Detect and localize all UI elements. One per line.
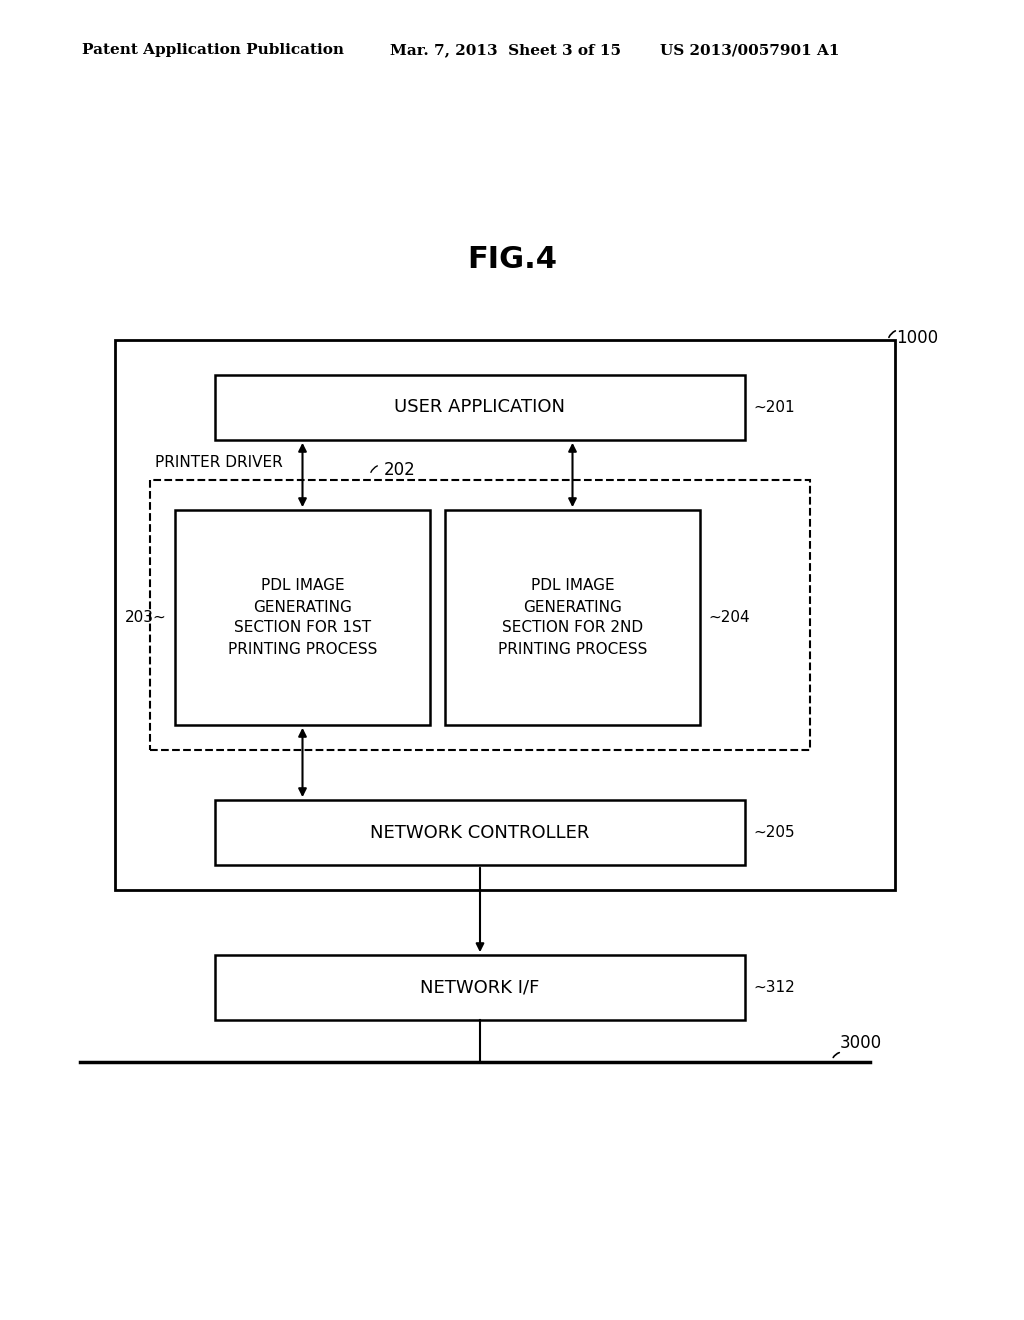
Text: Patent Application Publication: Patent Application Publication	[82, 44, 344, 57]
Text: 3000: 3000	[840, 1034, 882, 1052]
FancyBboxPatch shape	[445, 510, 700, 725]
Text: PDL IMAGE
GENERATING
SECTION FOR 2ND
PRINTING PROCESS: PDL IMAGE GENERATING SECTION FOR 2ND PRI…	[498, 578, 647, 656]
Text: ~204: ~204	[708, 610, 750, 624]
Text: 1000: 1000	[896, 329, 938, 347]
FancyBboxPatch shape	[215, 375, 745, 440]
Text: FIG.4: FIG.4	[467, 246, 557, 275]
Text: ~201: ~201	[753, 400, 795, 414]
Text: ~205: ~205	[753, 825, 795, 840]
Text: 202: 202	[384, 461, 416, 479]
Text: 203~: 203~	[125, 610, 167, 624]
Text: ~312: ~312	[753, 979, 795, 995]
Text: NETWORK CONTROLLER: NETWORK CONTROLLER	[371, 824, 590, 842]
Text: Mar. 7, 2013  Sheet 3 of 15: Mar. 7, 2013 Sheet 3 of 15	[390, 44, 621, 57]
Text: NETWORK I/F: NETWORK I/F	[420, 978, 540, 997]
Text: USER APPLICATION: USER APPLICATION	[394, 399, 565, 417]
FancyBboxPatch shape	[215, 954, 745, 1020]
FancyBboxPatch shape	[175, 510, 430, 725]
Text: US 2013/0057901 A1: US 2013/0057901 A1	[660, 44, 840, 57]
Text: PRINTER DRIVER: PRINTER DRIVER	[155, 455, 283, 470]
FancyBboxPatch shape	[150, 480, 810, 750]
FancyBboxPatch shape	[215, 800, 745, 865]
Text: PDL IMAGE
GENERATING
SECTION FOR 1ST
PRINTING PROCESS: PDL IMAGE GENERATING SECTION FOR 1ST PRI…	[227, 578, 377, 656]
FancyBboxPatch shape	[115, 341, 895, 890]
